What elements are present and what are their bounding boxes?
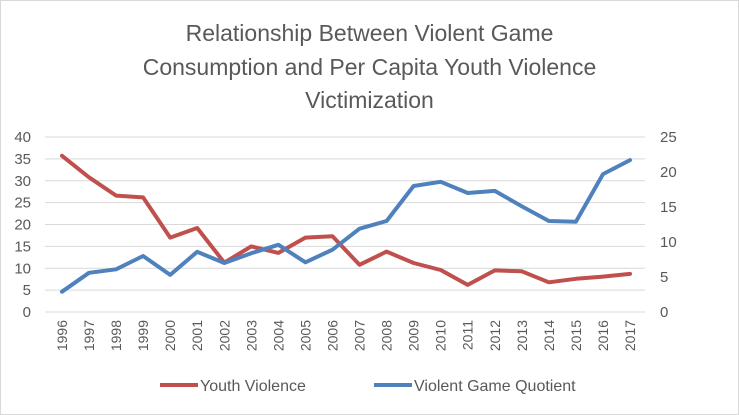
right-axis-tick-label: 25 xyxy=(660,129,677,146)
x-axis-tick-label: 1998 xyxy=(108,320,124,351)
left-axis-tick-label: 15 xyxy=(14,238,31,255)
left-axis-tick-label: 0 xyxy=(23,304,31,321)
left-axis-tick-label: 5 xyxy=(23,282,31,299)
x-axis-tick-label: 2010 xyxy=(433,320,449,351)
x-axis-tick-label: 2000 xyxy=(162,320,178,351)
x-axis-tick-label: 2012 xyxy=(487,320,503,351)
x-axis-tick-label: 2017 xyxy=(622,320,638,351)
x-axis-tick-label: 2008 xyxy=(379,320,395,351)
x-axis-tick-label: 2014 xyxy=(541,320,557,351)
left-axis-tick-label: 40 xyxy=(14,129,31,146)
x-axis-tick-label: 2002 xyxy=(216,320,232,351)
x-axis-tick-label: 2003 xyxy=(243,320,259,351)
left-axis-tick-label: 35 xyxy=(14,151,31,168)
chart-title-line-3: Victimization xyxy=(305,87,434,113)
left-axis-tick-label: 25 xyxy=(14,195,31,212)
series-line-violent-game-quotient xyxy=(60,158,632,294)
x-axis-tick-label: 2015 xyxy=(568,320,584,351)
x-axis-tick-label: 1996 xyxy=(54,320,70,351)
right-axis-tick-label: 0 xyxy=(660,304,668,321)
left-axis-tick-label: 20 xyxy=(14,217,31,234)
left-axis-tick-label: 10 xyxy=(14,260,31,277)
chart-title-line-1: Relationship Between Violent Game xyxy=(185,20,554,46)
x-axis-tick-label: 2007 xyxy=(352,320,368,351)
left-axis-tick-label: 30 xyxy=(14,173,31,190)
x-axis-tick-label: 2004 xyxy=(270,320,286,351)
x-axis-tick-label: 2013 xyxy=(514,320,530,351)
x-axis-tick-label: 2001 xyxy=(189,320,205,351)
x-axis-tick-label: 1999 xyxy=(135,320,151,351)
right-axis-tick-label: 10 xyxy=(660,234,677,251)
right-axis-tick-label: 15 xyxy=(660,199,677,216)
x-axis-tick-label: 1997 xyxy=(81,320,97,351)
series-line-youth-violence xyxy=(60,153,632,287)
legend-label: Youth Violence xyxy=(200,378,306,395)
x-axis-tick-label: 2011 xyxy=(460,320,476,350)
right-axis-tick-label: 5 xyxy=(660,269,668,286)
x-axis-tick-label: 2009 xyxy=(406,320,422,351)
x-axis-tick-label: 2005 xyxy=(297,320,313,351)
right-axis-tick-label: 20 xyxy=(660,164,677,181)
x-axis-tick-label: 2016 xyxy=(595,320,611,351)
x-axis-tick-label: 2006 xyxy=(324,320,340,351)
legend-label: Violent Game Quotient xyxy=(414,378,576,395)
chart-title-line-2: Consumption and Per Capita Youth Violenc… xyxy=(142,54,597,80)
